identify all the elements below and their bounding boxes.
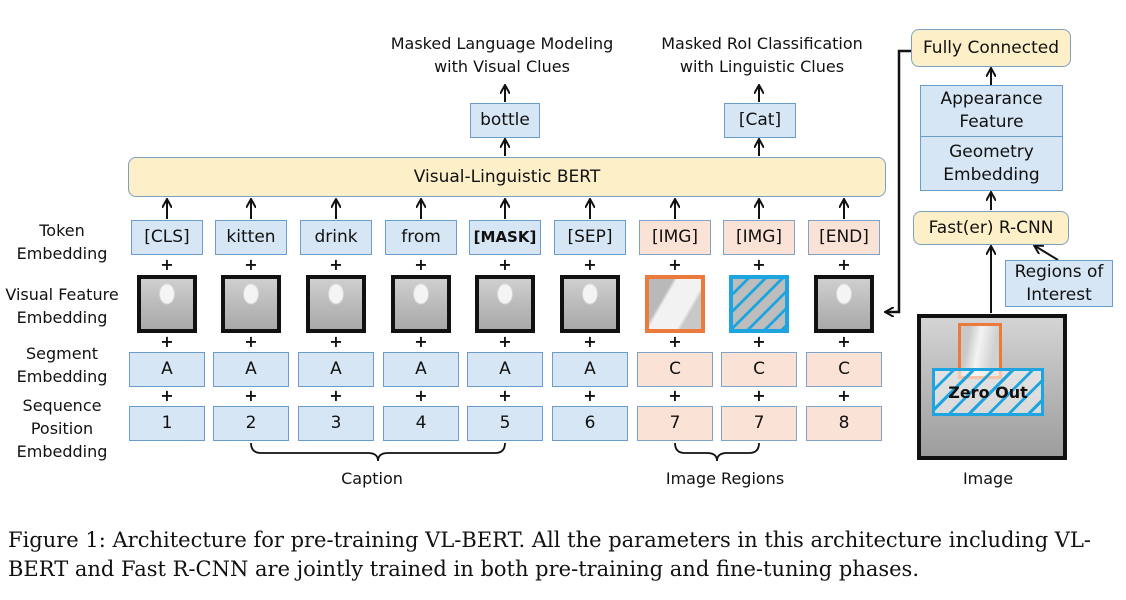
token-embedding-box: [END] [808,220,880,255]
feature-feedback-arrow [886,49,911,312]
token-embedding-box: [SEP] [554,220,626,255]
plus-sign: + [837,386,851,405]
plus-sign: + [668,332,682,351]
plus-sign: + [160,386,174,405]
segment-embedding-box: C [637,352,713,387]
plus-sign: + [244,255,258,274]
plus-sign: + [583,332,597,351]
plus-sign: + [498,255,512,274]
appearance-feature-box: Appearance Feature [920,85,1063,137]
image-regions-group-label: Image Regions [665,469,785,488]
plus-sign: + [244,386,258,405]
plus-sign: + [668,255,682,274]
token-embedding-box: [IMG] [723,220,795,255]
visual-feature-full-image [560,275,620,333]
row-label-token: Token Embedding [16,221,108,263]
figure-caption: Figure 1: Architecture for pre-training … [8,528,1092,581]
plus-sign: + [583,255,597,274]
segment-embedding-box: A [552,352,628,387]
arrow-icon [1035,246,1059,261]
segment-embedding-box: A [129,352,205,387]
zero-out-region: Zero Out [932,368,1044,416]
visual-feature-full-image [475,275,535,333]
plus-sign: + [498,386,512,405]
segment-embedding-box: A [213,352,289,387]
plus-sign: + [583,386,597,405]
visual-feature-roi-orange [645,275,705,333]
plus-sign: + [752,255,766,274]
mlm-task-label: Masked Language Modeling with Visual Clu… [390,34,614,76]
position-embedding-box: 8 [806,406,882,441]
plus-sign: + [752,386,766,405]
regions-of-interest-box: Regions of Interest [1005,260,1113,307]
plus-sign: + [329,255,343,274]
plus-sign: + [837,255,851,274]
token-embedding-box: [CLS] [131,220,203,255]
image-label: Image [962,469,1014,488]
plus-sign: + [414,386,428,405]
visual-feature-full-image [391,275,451,333]
plus-sign: + [329,332,343,351]
plus-sign: + [244,332,258,351]
position-embedding-box: 2 [213,406,289,441]
segment-embedding-box: A [467,352,543,387]
plus-sign: + [837,332,851,351]
row-label-visual: Visual Feature Embedding [5,285,119,327]
visual-feature-full-image [306,275,366,333]
segment-embedding-box: A [298,352,374,387]
mrc-output-box: [Cat] [724,103,796,138]
token-embedding-box: drink [300,220,372,255]
mlm-output-box: bottle [470,103,540,138]
token-embedding-box: kitten [215,220,287,255]
plus-sign: + [414,255,428,274]
plus-sign: + [498,332,512,351]
plus-sign: + [160,332,174,351]
position-embedding-box: 7 [721,406,797,441]
visual-feature-full-image [137,275,197,333]
position-embedding-box: 3 [298,406,374,441]
faster-rcnn-block: Fast(er) R-CNN [913,211,1069,245]
row-label-segment: Segment Embedding [16,344,108,386]
mrc-task-label: Masked RoI Classification with Linguisti… [661,34,863,76]
fully-connected-block: Fully Connected [911,29,1071,67]
visual-feature-roi-masked [729,275,789,333]
position-embedding-box: 1 [129,406,205,441]
input-image: Zero Out [917,314,1067,460]
row-label-position: Sequence Position Embedding [16,396,108,461]
position-embedding-box: 7 [637,406,713,441]
geometry-embedding-box: Geometry Embedding [920,136,1063,191]
token-embedding-box: from [385,220,457,255]
position-embedding-box: 6 [552,406,628,441]
visual-feature-full-image [814,275,874,333]
segment-embedding-box: C [721,352,797,387]
image-regions-brace [674,442,760,462]
segment-embedding-box: A [383,352,459,387]
token-embedding-box: [MASK] [469,220,541,255]
caption-brace [250,442,506,462]
position-embedding-box: 4 [383,406,459,441]
plus-sign: + [668,386,682,405]
caption-group-label: Caption [341,469,403,488]
plus-sign: + [160,255,174,274]
segment-embedding-box: C [806,352,882,387]
position-embedding-box: 5 [467,406,543,441]
plus-sign: + [752,332,766,351]
plus-sign: + [414,332,428,351]
plus-sign: + [329,386,343,405]
visual-feature-full-image [221,275,281,333]
token-embedding-box: [IMG] [639,220,711,255]
vl-bert-block: Visual-Linguistic BERT [128,157,886,197]
